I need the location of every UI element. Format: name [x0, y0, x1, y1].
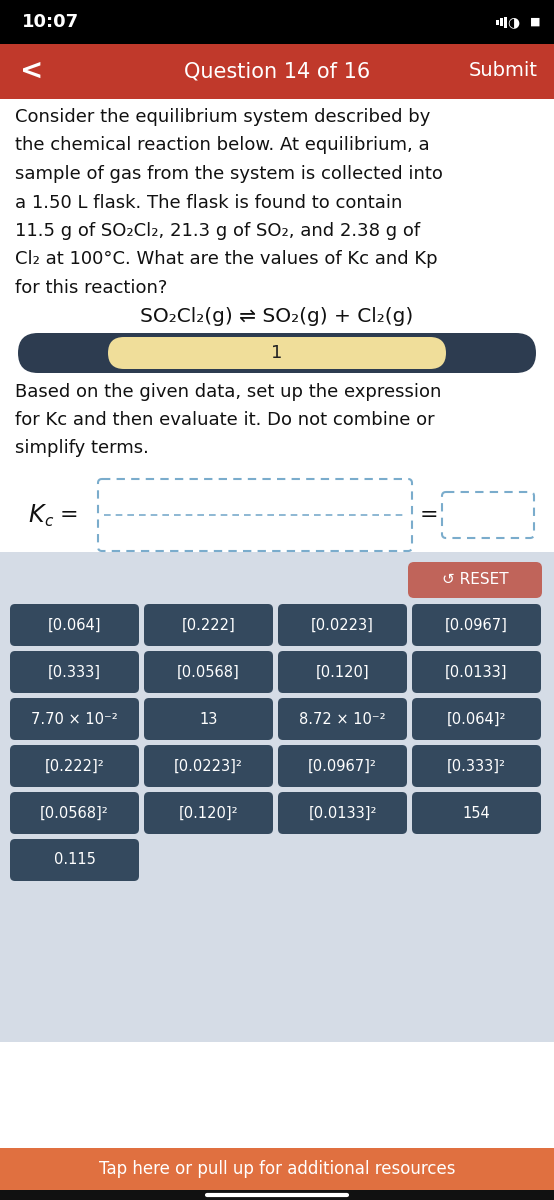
- Text: Tap here or pull up for additional resources: Tap here or pull up for additional resou…: [99, 1160, 455, 1178]
- Text: 11.5 g of SO₂Cl₂, 21.3 g of SO₂, and 2.38 g of: 11.5 g of SO₂Cl₂, 21.3 g of SO₂, and 2.3…: [15, 222, 420, 240]
- FancyBboxPatch shape: [144, 792, 273, 834]
- Text: =: =: [420, 505, 439, 526]
- Text: [0.0133]: [0.0133]: [445, 665, 508, 679]
- Text: 1: 1: [271, 344, 283, 362]
- FancyBboxPatch shape: [500, 18, 503, 26]
- Text: sample of gas from the system is collected into: sample of gas from the system is collect…: [15, 164, 443, 182]
- Text: [0.0133]²: [0.0133]²: [308, 805, 377, 821]
- Text: [0.0223]²: [0.0223]²: [174, 758, 243, 774]
- Text: K: K: [28, 503, 44, 527]
- FancyBboxPatch shape: [10, 792, 139, 834]
- Text: [0.222]²: [0.222]²: [45, 758, 104, 774]
- Text: [0.064]: [0.064]: [48, 618, 101, 632]
- FancyBboxPatch shape: [10, 698, 139, 740]
- Text: 0.115: 0.115: [54, 852, 95, 868]
- Text: the chemical reaction below. At equilibrium, a: the chemical reaction below. At equilibr…: [15, 137, 429, 155]
- FancyBboxPatch shape: [0, 44, 554, 98]
- FancyBboxPatch shape: [442, 492, 534, 538]
- FancyBboxPatch shape: [412, 650, 541, 692]
- FancyBboxPatch shape: [144, 698, 273, 740]
- Text: ↺ RESET: ↺ RESET: [442, 572, 509, 588]
- Text: ■: ■: [530, 17, 540, 26]
- FancyBboxPatch shape: [144, 604, 273, 646]
- FancyBboxPatch shape: [278, 698, 407, 740]
- FancyBboxPatch shape: [412, 745, 541, 787]
- Text: [0.0568]: [0.0568]: [177, 665, 240, 679]
- Text: Consider the equilibrium system described by: Consider the equilibrium system describe…: [15, 108, 430, 126]
- Text: 7.70 × 10⁻²: 7.70 × 10⁻²: [31, 712, 118, 726]
- Text: [0.064]²: [0.064]²: [447, 712, 506, 726]
- Text: for this reaction?: for this reaction?: [15, 278, 167, 296]
- FancyBboxPatch shape: [144, 745, 273, 787]
- FancyBboxPatch shape: [412, 792, 541, 834]
- FancyBboxPatch shape: [278, 792, 407, 834]
- Text: simplify terms.: simplify terms.: [15, 439, 149, 457]
- Text: 13: 13: [199, 712, 218, 726]
- Text: [0.120]: [0.120]: [316, 665, 370, 679]
- FancyBboxPatch shape: [0, 1190, 554, 1200]
- Text: Submit: Submit: [469, 61, 538, 80]
- FancyBboxPatch shape: [0, 552, 554, 1042]
- FancyBboxPatch shape: [278, 650, 407, 692]
- Text: [0.120]²: [0.120]²: [179, 805, 238, 821]
- Text: Cl₂ at 100°C. What are the values of Kc and Kp: Cl₂ at 100°C. What are the values of Kc …: [15, 251, 438, 269]
- FancyBboxPatch shape: [10, 650, 139, 692]
- Text: <: <: [20, 56, 43, 85]
- FancyBboxPatch shape: [144, 650, 273, 692]
- FancyBboxPatch shape: [10, 604, 139, 646]
- Text: c: c: [44, 515, 53, 529]
- Text: Question 14 of 16: Question 14 of 16: [184, 61, 370, 80]
- FancyBboxPatch shape: [278, 604, 407, 646]
- Text: [0.333]: [0.333]: [48, 665, 101, 679]
- FancyBboxPatch shape: [10, 745, 139, 787]
- Text: a 1.50 L flask. The flask is found to contain: a 1.50 L flask. The flask is found to co…: [15, 193, 402, 211]
- Text: =: =: [60, 505, 79, 526]
- FancyBboxPatch shape: [278, 745, 407, 787]
- Text: [0.333]²: [0.333]²: [447, 758, 506, 774]
- FancyBboxPatch shape: [18, 332, 536, 373]
- FancyBboxPatch shape: [98, 479, 412, 551]
- Text: ◑: ◑: [507, 14, 519, 29]
- Text: 154: 154: [463, 805, 490, 821]
- FancyBboxPatch shape: [0, 1148, 554, 1190]
- FancyBboxPatch shape: [408, 562, 542, 598]
- FancyBboxPatch shape: [412, 698, 541, 740]
- Text: [0.0568]²: [0.0568]²: [40, 805, 109, 821]
- Text: Based on the given data, set up the expression: Based on the given data, set up the expr…: [15, 383, 442, 401]
- Text: [0.222]: [0.222]: [182, 618, 235, 632]
- Text: 8.72 × 10⁻²: 8.72 × 10⁻²: [299, 712, 386, 726]
- FancyBboxPatch shape: [10, 839, 139, 881]
- FancyBboxPatch shape: [504, 17, 507, 28]
- Text: [0.0967]: [0.0967]: [445, 618, 508, 632]
- Text: 10:07: 10:07: [22, 13, 79, 31]
- Text: SO₂Cl₂(g) ⇌ SO₂(g) + Cl₂(g): SO₂Cl₂(g) ⇌ SO₂(g) + Cl₂(g): [140, 306, 414, 325]
- FancyBboxPatch shape: [108, 337, 446, 370]
- Text: [0.0223]: [0.0223]: [311, 618, 374, 632]
- FancyBboxPatch shape: [0, 0, 554, 44]
- FancyBboxPatch shape: [412, 604, 541, 646]
- FancyBboxPatch shape: [0, 98, 554, 1200]
- Text: for Kc and then evaluate it. Do not combine or: for Kc and then evaluate it. Do not comb…: [15, 410, 435, 428]
- FancyBboxPatch shape: [496, 20, 499, 25]
- Text: [0.0967]²: [0.0967]²: [308, 758, 377, 774]
